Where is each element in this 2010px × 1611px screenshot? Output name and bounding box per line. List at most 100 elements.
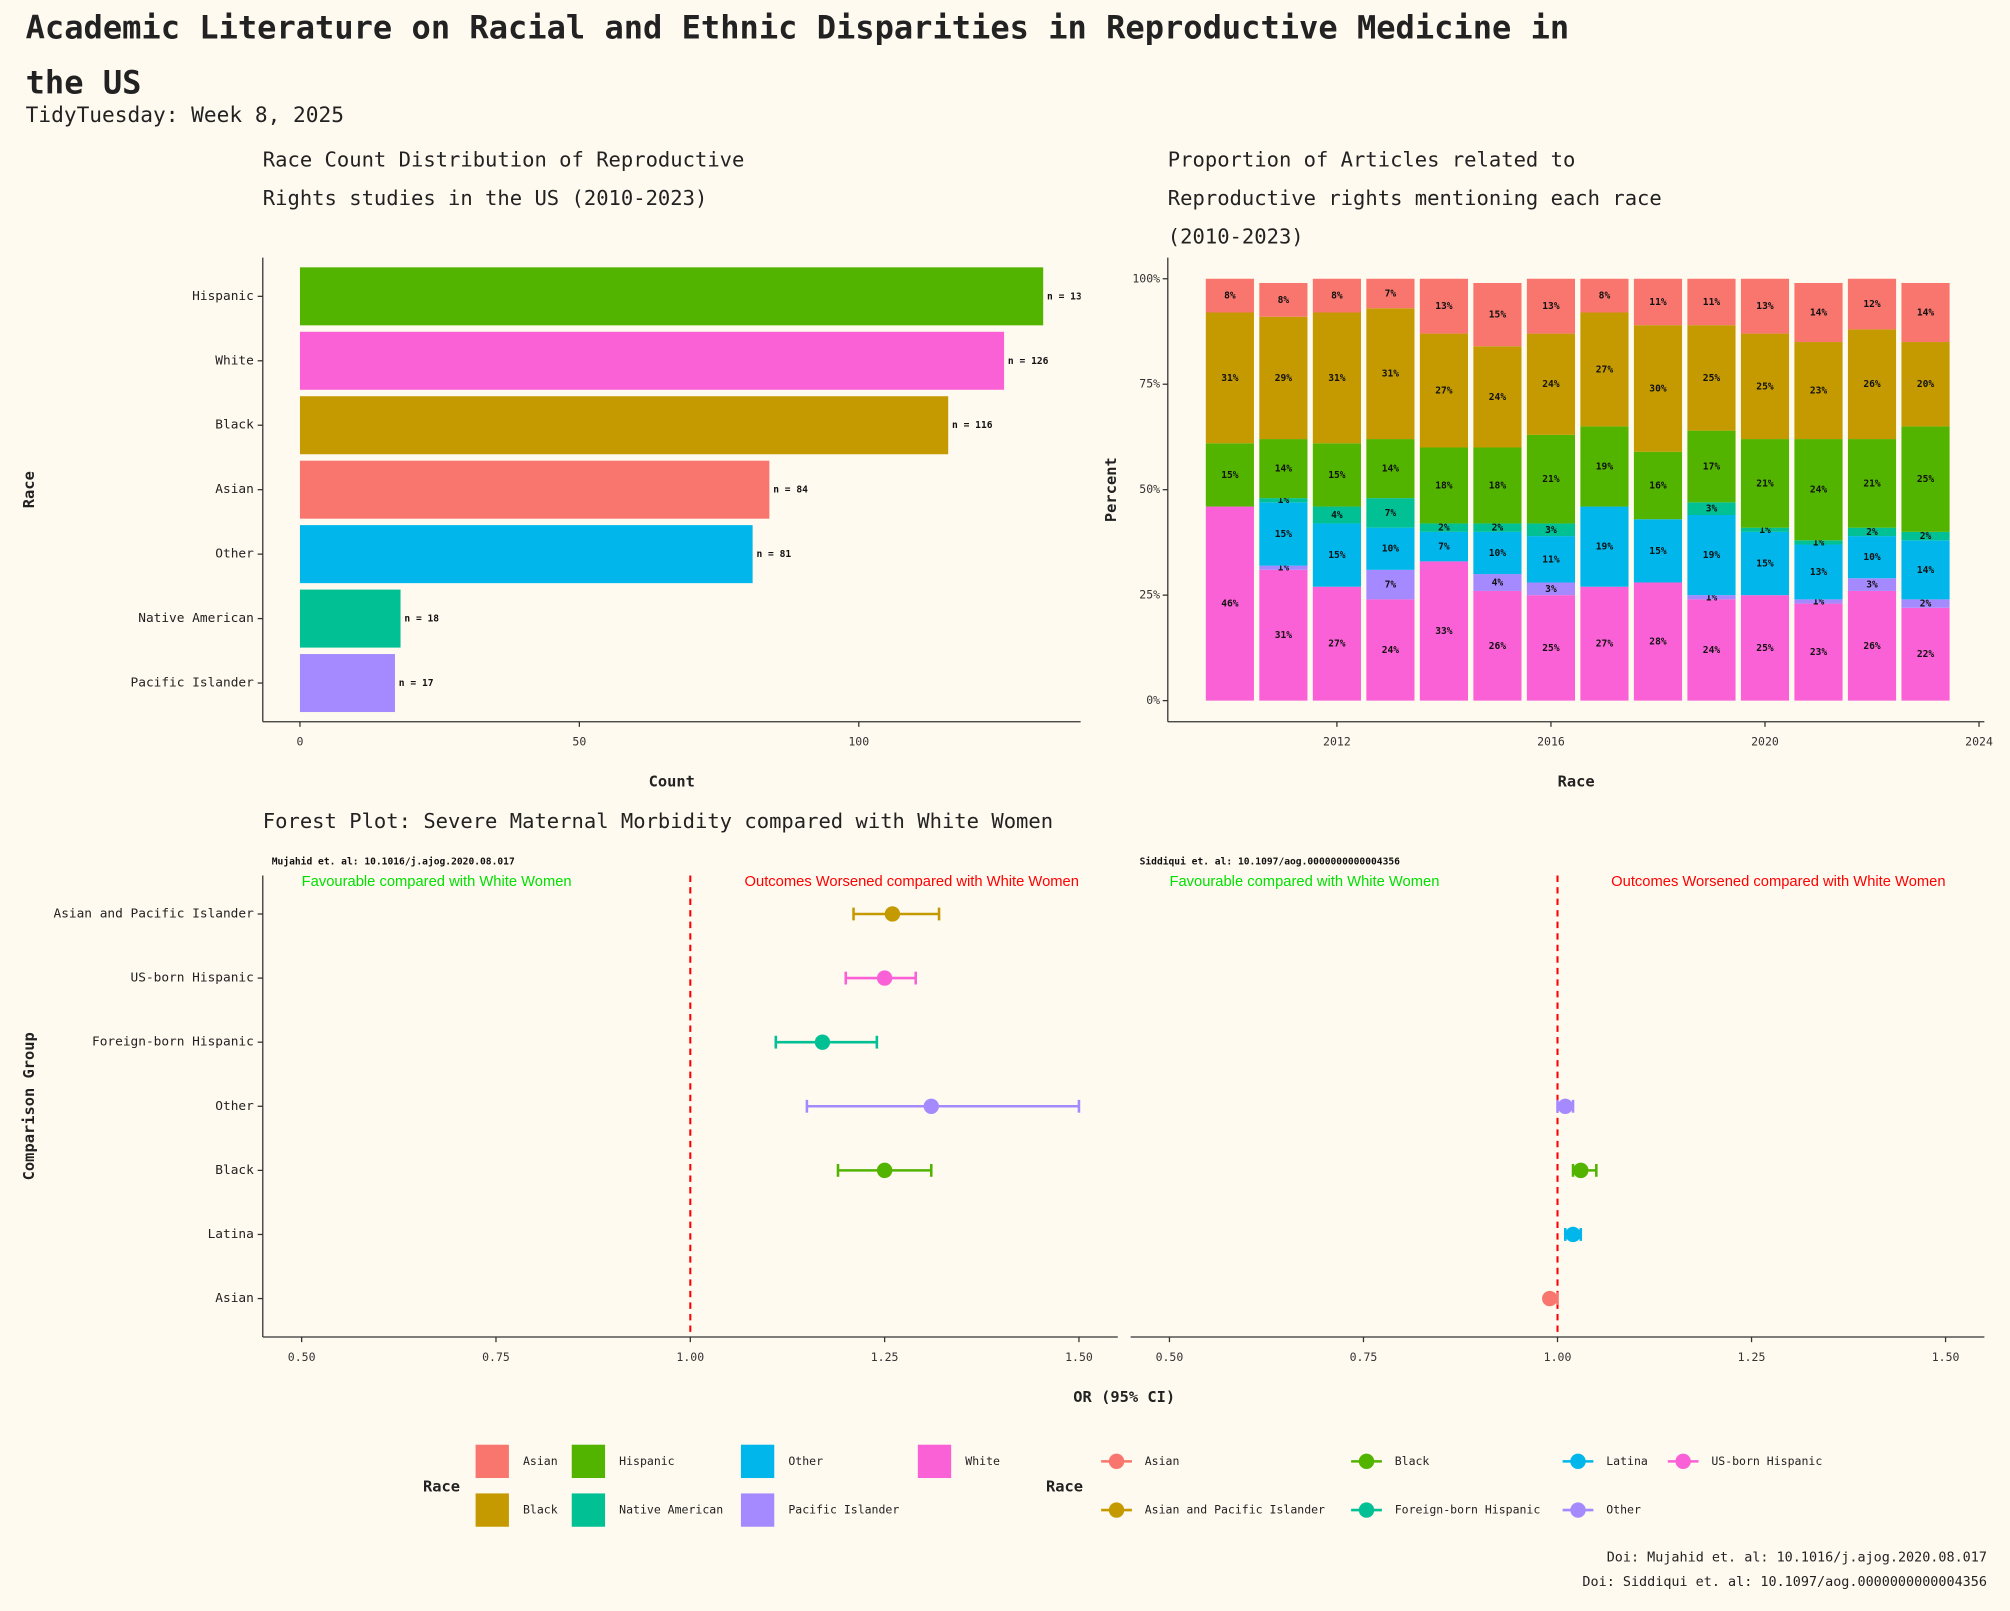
bar-segment <box>1526 536 1576 583</box>
y-tick-label: Foreign-born Hispanic <box>92 1035 254 1050</box>
bar-segment <box>1259 569 1308 701</box>
bar-segment <box>1473 531 1522 575</box>
legend-label: Hispanic <box>619 1454 674 1468</box>
value-label: 14% <box>1382 464 1400 475</box>
value-label: 7% <box>1385 508 1397 519</box>
value-label: 17% <box>1703 461 1721 472</box>
bar-segment <box>1847 536 1897 579</box>
bar-segment <box>1794 282 1843 343</box>
legend-key <box>1570 1502 1586 1518</box>
bar-segment <box>1259 316 1308 440</box>
value-label: 25% <box>1756 381 1774 392</box>
x-tick-label: 2020 <box>1751 735 1779 749</box>
y-tick-label: 75% <box>1139 377 1160 391</box>
bar-segment <box>1901 540 1950 600</box>
value-label: 8% <box>1331 291 1343 302</box>
bar-segment <box>1366 569 1415 600</box>
value-label: 7% <box>1385 580 1397 591</box>
value-label: 13% <box>1435 301 1453 312</box>
legend-key <box>917 1444 952 1479</box>
value-label: 7% <box>1385 289 1397 300</box>
bar-segment <box>1580 506 1629 587</box>
value-label: 21% <box>1542 474 1560 485</box>
bar-segment <box>1847 329 1897 440</box>
y-tick-label: Black <box>215 1163 254 1178</box>
bar-segment <box>1259 502 1308 566</box>
value-label: 23% <box>1810 386 1828 397</box>
legend-label: Asian <box>523 1454 558 1468</box>
bar <box>299 331 1005 390</box>
legend-key <box>1570 1453 1586 1470</box>
y-tick-label: 0% <box>1146 693 1160 707</box>
point <box>923 1098 939 1114</box>
bar-segment <box>1366 527 1415 570</box>
x-axis-title: Race <box>1558 772 1595 790</box>
x-tick-label: 2012 <box>1323 735 1351 749</box>
value-label: 4% <box>1492 577 1504 588</box>
bar-segment <box>1259 282 1308 317</box>
y-tick-label: Other <box>215 547 254 562</box>
value-label: 22% <box>1917 649 1935 660</box>
bar <box>299 267 1044 326</box>
y-tick-label: Asian and Pacific Islander <box>53 906 254 921</box>
y-tick-label: Asian <box>215 482 254 497</box>
legend-key <box>475 1444 509 1479</box>
bar-segment <box>1740 595 1790 701</box>
value-label: 24% <box>1703 645 1721 656</box>
value-label: n = 81 <box>756 549 791 560</box>
bar-segment <box>1794 540 1843 545</box>
bar-segment <box>1526 582 1576 596</box>
legend-key <box>740 1444 775 1479</box>
bar-segment <box>1419 561 1469 701</box>
chart-title: Race Count Distribution of Reproductive … <box>262 147 745 211</box>
x-tick-label: 1.00 <box>676 1350 704 1364</box>
bar-segment <box>1794 439 1843 541</box>
x-axis-title: Count <box>649 772 695 790</box>
bar-segment <box>1205 312 1254 444</box>
bar-segment <box>1473 346 1522 448</box>
bar-segment <box>1794 342 1843 440</box>
value-label: 25% <box>1756 643 1774 654</box>
value-label: 25% <box>1542 643 1560 654</box>
bar-segment <box>1526 278 1576 334</box>
legend-label: Pacific Islander <box>788 1503 899 1517</box>
value-label: 25% <box>1917 474 1935 485</box>
page-title: Academic Literature on Racial and Ethnic… <box>25 8 1570 102</box>
value-label: 8% <box>1224 291 1236 302</box>
bar-segment <box>1419 523 1469 532</box>
panel-note: Mujahid et. al: 10.1016/j.ajog.2020.08.0… <box>272 855 515 867</box>
annotation: Favourable compared with White Women <box>1169 874 1439 890</box>
value-label: 14% <box>1275 464 1293 475</box>
legend-label: US-born Hispanic <box>1711 1454 1822 1468</box>
value-label: 46% <box>1221 599 1239 610</box>
y-tick-label: 100% <box>1132 271 1160 285</box>
legend-key <box>571 1444 606 1479</box>
value-label: 4% <box>1331 510 1343 521</box>
y-tick-label: Latina <box>208 1227 254 1242</box>
bar-segment <box>1366 599 1415 701</box>
value-label: 19% <box>1703 550 1721 561</box>
x-tick-label: 0.75 <box>482 1350 510 1364</box>
value-label: 24% <box>1489 392 1507 403</box>
value-label: 15% <box>1649 546 1667 557</box>
value-label: 27% <box>1596 639 1614 650</box>
value-label: 21% <box>1756 478 1774 489</box>
value-label: 31% <box>1328 373 1346 384</box>
x-tick-label: 1.50 <box>1932 1350 1960 1364</box>
value-label: 2% <box>1866 527 1878 538</box>
y-tick-label: Black <box>215 418 254 433</box>
y-tick-label: Hispanic <box>192 289 254 304</box>
value-label: n = 116 <box>952 420 993 431</box>
chart-title: Proportion of Articles related to Reprod… <box>1167 147 1662 249</box>
bar-segment <box>1205 506 1254 701</box>
caption: Doi: Siddiqui et. al: 10.1097/aog.000000… <box>1582 1575 1987 1590</box>
bar-segment <box>1740 333 1790 440</box>
value-label: 11% <box>1703 297 1721 308</box>
y-tick-label: Native American <box>138 611 254 626</box>
value-label: 1% <box>1706 592 1718 603</box>
value-label: n = 17 <box>399 678 434 689</box>
x-tick-label: 1.25 <box>871 1350 899 1364</box>
point <box>1573 1162 1589 1179</box>
x-tick-label: 1.00 <box>1544 1350 1572 1364</box>
x-tick-label: 1.50 <box>1065 1350 1093 1364</box>
